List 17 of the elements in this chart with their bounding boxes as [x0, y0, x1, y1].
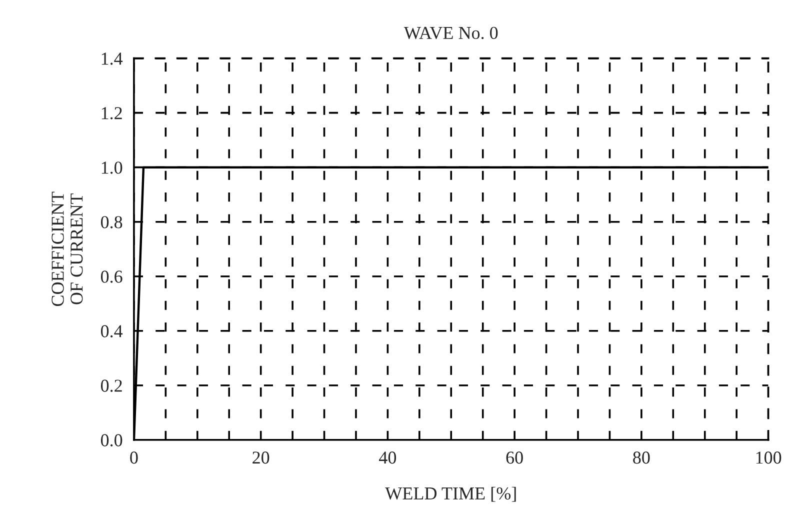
y-tick-label: 1.0	[102, 162, 122, 174]
x-tick-label: 20	[252, 452, 270, 464]
y-tick-label: 0.6	[100, 270, 122, 283]
x-tick-label: 100	[756, 452, 782, 464]
y-axis-title: COEFFICIENT OF CURRENT	[52, 192, 83, 306]
y-tick-label: 0.0	[100, 434, 122, 446]
chart-title: WAVE No. 0	[404, 26, 498, 40]
y-tick-label: 0.4	[100, 325, 123, 338]
y-tick-label: 0.2	[100, 380, 122, 392]
y-tick-label: 1.2	[102, 107, 122, 120]
x-tick-label: 60	[506, 452, 523, 464]
y-tick-label: 0.8	[100, 216, 122, 228]
x-tick-label: 80	[633, 452, 650, 464]
x-tick-label: 0	[130, 452, 138, 464]
x-axis-title: WELD TIME [%]	[385, 486, 516, 502]
x-tick-label: 40	[379, 452, 396, 464]
y-tick-label: 1.4	[102, 52, 123, 65]
